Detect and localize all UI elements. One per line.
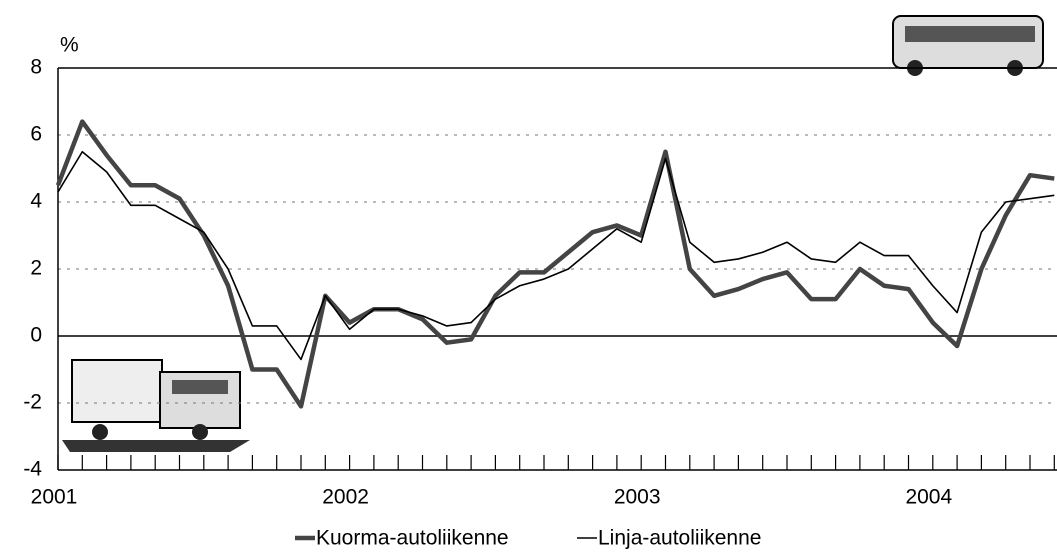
legend-label: Kuorma-autoliikenne <box>316 527 509 550</box>
truck-icon <box>62 360 250 452</box>
y-tick-label: 8 <box>30 56 42 79</box>
y-tick-label: -4 <box>23 458 42 481</box>
x-tick-label: 2004 <box>905 486 952 509</box>
y-tick-label: -2 <box>23 391 42 414</box>
y-tick-label: 0 <box>30 324 42 347</box>
data-line <box>58 152 1054 360</box>
x-tick-label: 2001 <box>31 486 78 509</box>
data-line <box>58 122 1054 407</box>
bus-icon <box>893 16 1043 76</box>
chart: % -4 -2 0 2 4 6 8 2001 2002 2003 2004 Kuorma-autoli… <box>0 0 1057 554</box>
y-tick-label: 4 <box>30 190 42 213</box>
x-tick-label: 2003 <box>614 486 661 509</box>
y-tick-label: 6 <box>30 123 42 146</box>
legend-label: Linja-autoliikenne <box>598 527 761 550</box>
y-axis-label: % <box>60 34 79 57</box>
x-tick-label: 2002 <box>322 486 369 509</box>
y-tick-label: 2 <box>30 257 42 280</box>
